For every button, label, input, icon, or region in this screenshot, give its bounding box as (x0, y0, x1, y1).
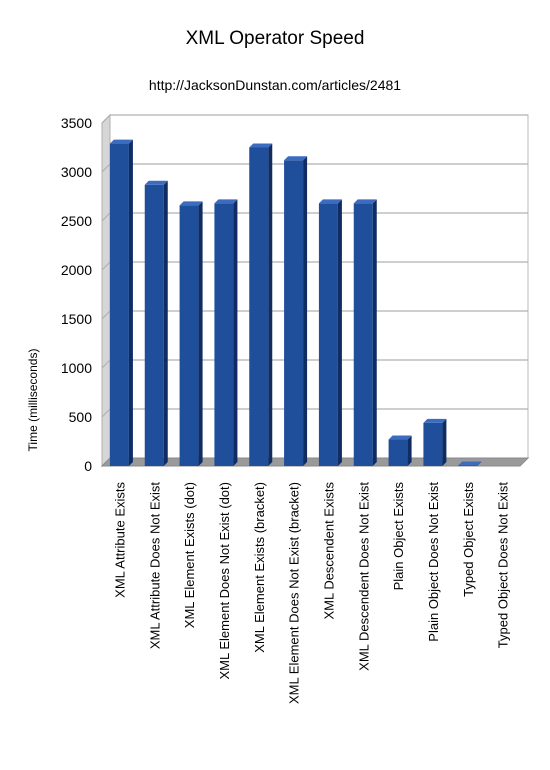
x-tick-label: XML Attribute Exists (112, 482, 127, 598)
y-axis-ticks: 0 500 1000 1500 2000 2500 3000 3500 (61, 115, 92, 474)
x-tick-label: Typed Object Does Not Exist (496, 482, 511, 649)
gridline-side (101, 261, 111, 271)
y-tick-label: 3500 (61, 115, 92, 131)
x-tick-label: Typed Object Exists (461, 482, 476, 597)
bar-front (214, 203, 234, 467)
bar-side (442, 418, 447, 466)
x-tick-label: Plain Object Exists (391, 482, 406, 591)
x-tick-label: Plain Object Does Not Exist (426, 482, 441, 642)
y-tick-label: 500 (69, 409, 93, 425)
bar-front (284, 160, 304, 467)
y-tick-label: 0 (84, 458, 92, 474)
bar (144, 180, 168, 467)
bar-top (284, 156, 308, 161)
bar-side (407, 435, 412, 466)
bar (249, 143, 273, 466)
gridline-side (101, 408, 111, 418)
y-tick-label: 1000 (61, 360, 92, 376)
bar (423, 418, 447, 466)
bar-top (179, 201, 203, 206)
bar-top (249, 143, 273, 148)
bar-front (249, 147, 269, 466)
y-tick-label: 1500 (61, 311, 92, 327)
bar-top (423, 418, 447, 423)
x-axis-labels: XML Attribute Exists XML Attribute Does N… (112, 482, 510, 705)
plot-floor (100, 457, 530, 467)
bar-top (318, 199, 342, 204)
bar (284, 156, 308, 467)
bar-front (388, 439, 408, 466)
gridline-side (101, 212, 111, 222)
bar-front (353, 203, 373, 467)
bar-front (144, 184, 164, 467)
bar (388, 435, 412, 466)
bar-front (179, 205, 199, 466)
chart-subtitle: http://JacksonDunstan.com/articles/2481 (148, 77, 402, 93)
bar-side (337, 199, 342, 467)
x-tick-label: XML Element Exists (dot) (182, 482, 197, 628)
gridline-side (101, 310, 111, 320)
y-tick-label: 2000 (61, 262, 92, 278)
bar-top (388, 435, 412, 440)
x-tick-label: XML Descendent Does Not Exist (356, 482, 371, 671)
y-tick-label: 3000 (61, 164, 92, 180)
bar-side (372, 199, 377, 467)
gridline-side (101, 163, 111, 173)
bar (214, 199, 238, 467)
bar (353, 199, 377, 467)
x-tick-label: XML Element Does Not Exist (dot) (217, 482, 232, 679)
bars (109, 139, 482, 467)
bar-top (214, 199, 238, 204)
bar-front (109, 143, 129, 466)
y-axis-label: Time (milliseconds) (26, 349, 40, 452)
y-tick-label: 2500 (61, 213, 92, 229)
bar-top (353, 199, 377, 204)
gridline-side (101, 359, 111, 369)
bar-side (477, 461, 482, 466)
x-tick-label: XML Element Does Not Exist (bracket) (287, 482, 302, 704)
bar-side (198, 201, 203, 466)
x-tick-label: XML Element Exists (bracket) (252, 482, 267, 653)
chart-title: XML Operator Speed (185, 28, 365, 49)
bar (318, 199, 342, 467)
bar-side (268, 143, 273, 466)
x-tick-label: XML Descendent Exists (321, 482, 336, 620)
x-tick-label: XML Attribute Does Not Exist (147, 482, 162, 650)
bar-side (128, 139, 133, 466)
bar-front (318, 203, 338, 467)
bar-top (144, 180, 168, 185)
gridline-side (101, 114, 111, 124)
bar (458, 461, 482, 466)
bar-side (163, 180, 168, 467)
bar-top (109, 139, 133, 144)
bar-side (303, 156, 308, 467)
bar-side (233, 199, 238, 467)
bar (109, 139, 133, 466)
bar-top (458, 461, 482, 466)
bar (179, 201, 203, 466)
bar-front (423, 422, 443, 466)
